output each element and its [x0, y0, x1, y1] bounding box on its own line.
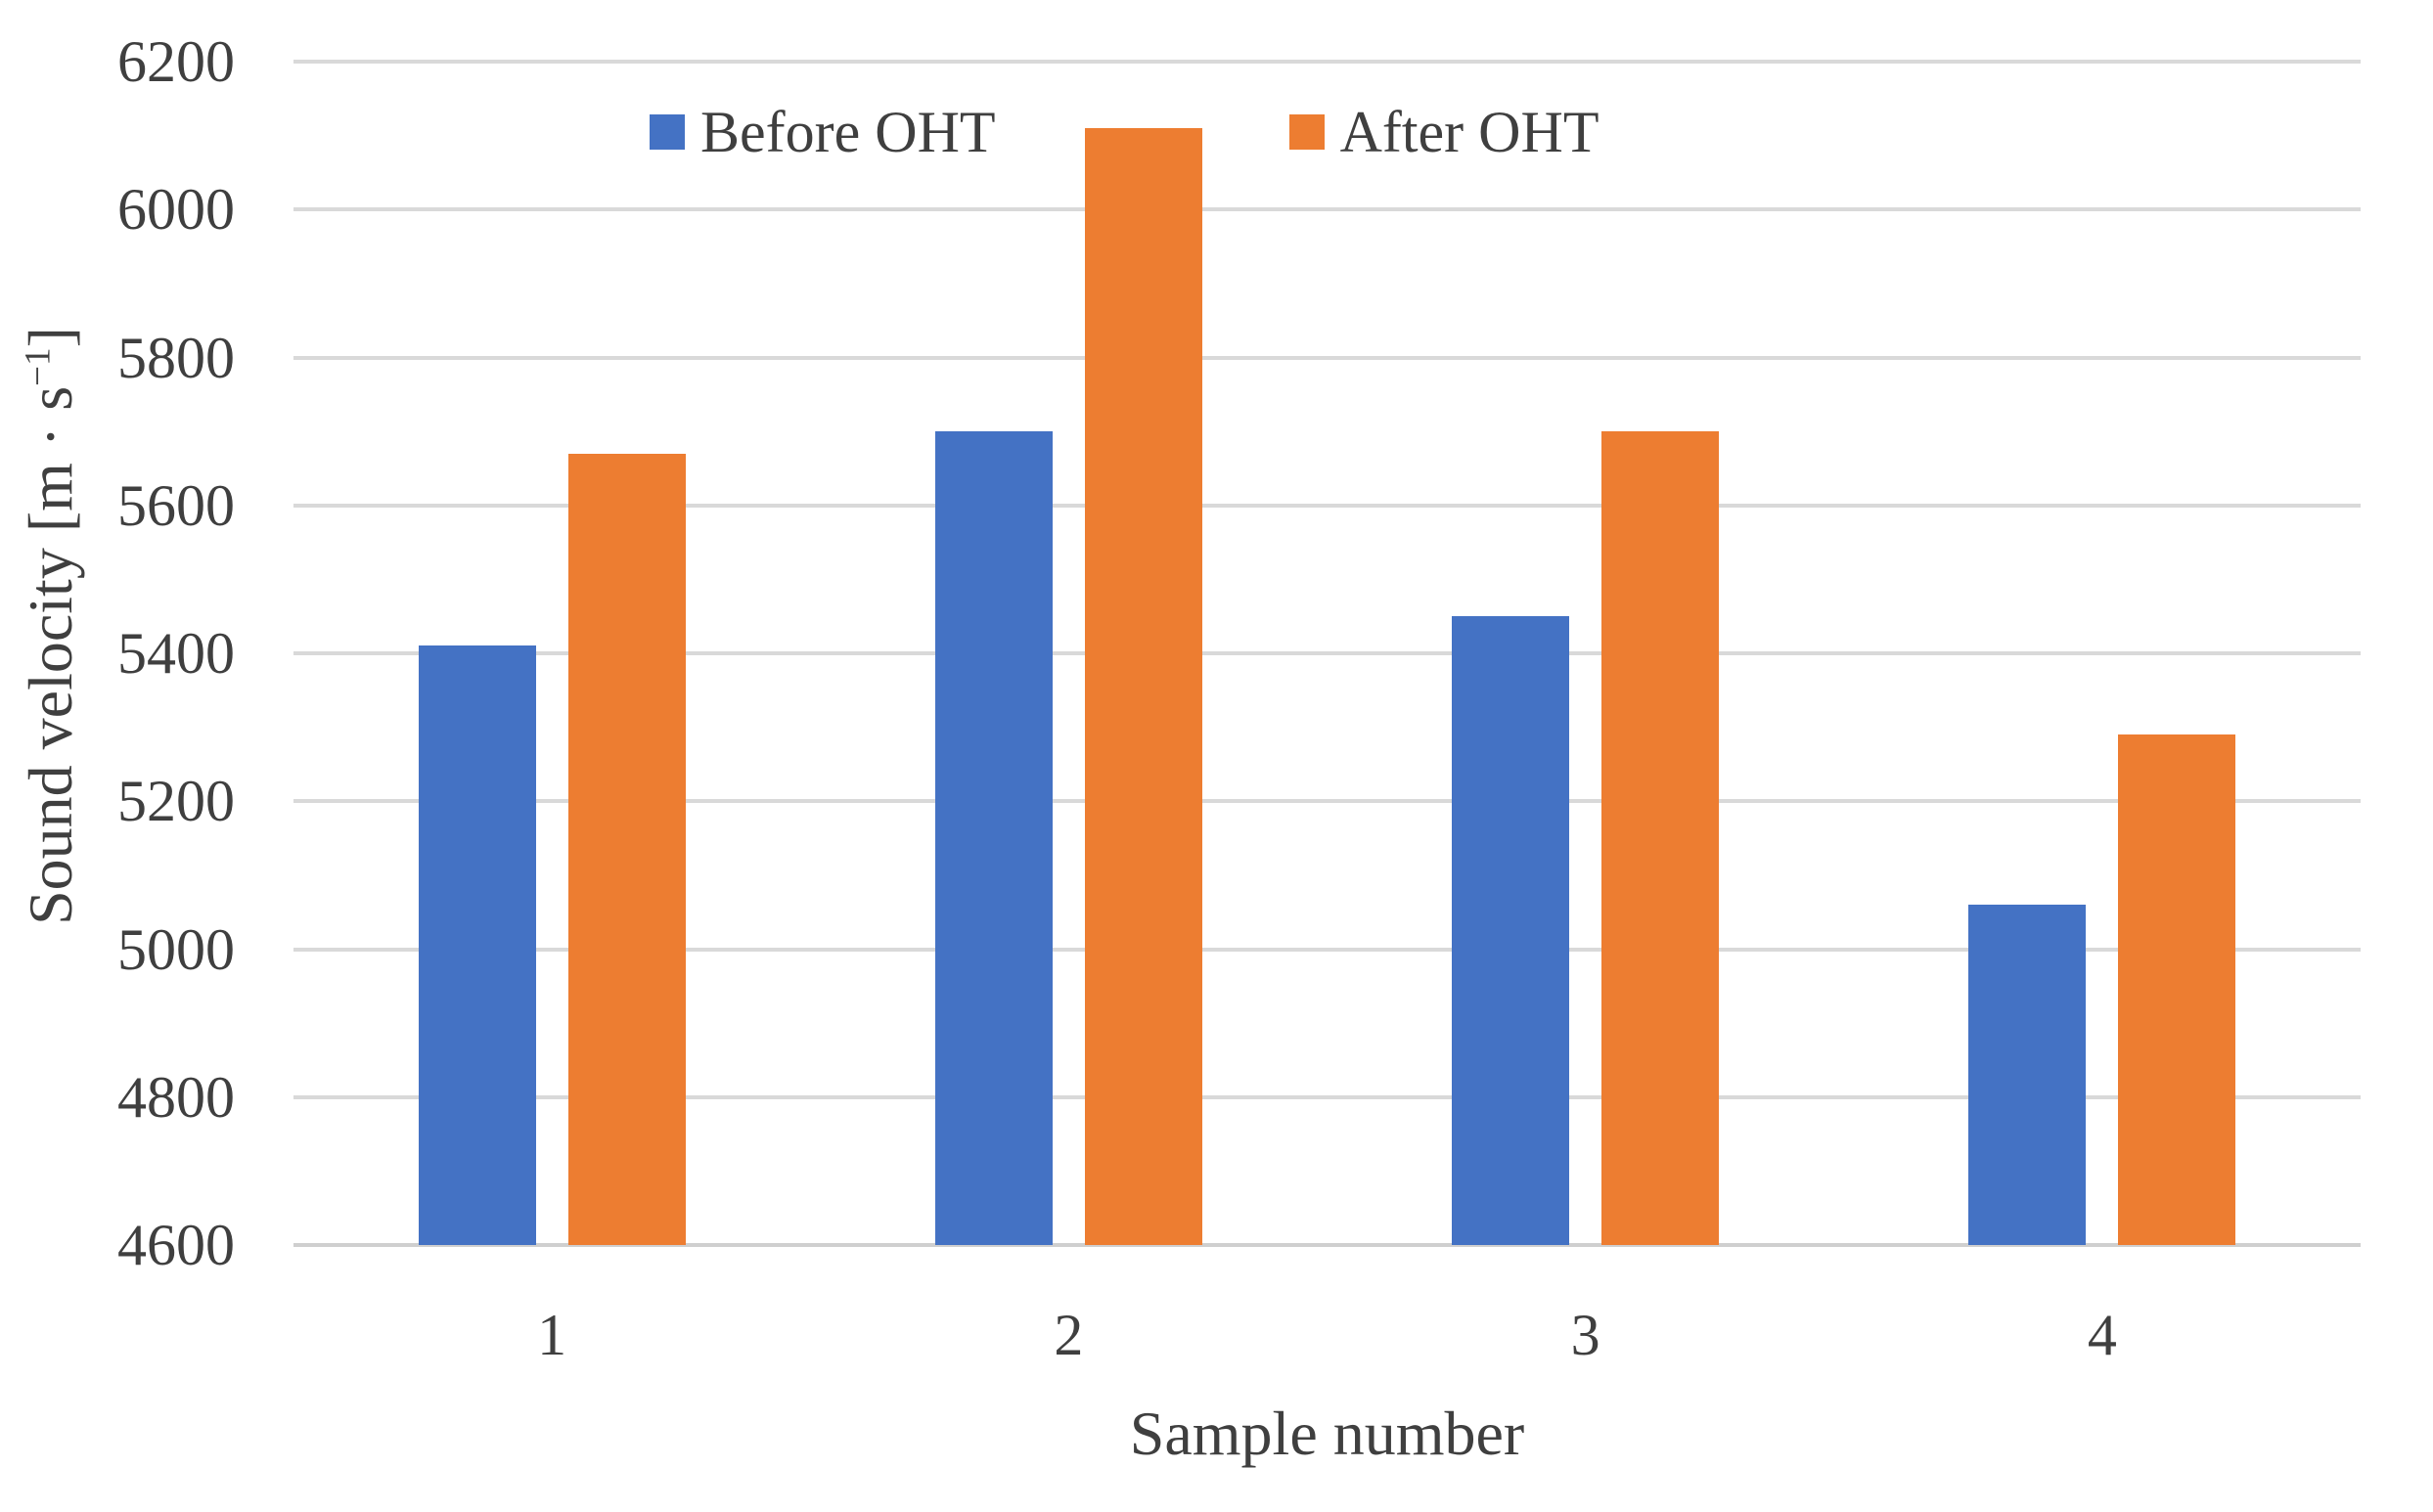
bar-groups	[293, 62, 2361, 1245]
gridline-6000	[293, 207, 2361, 212]
legend-label-after-oht: After OHT	[1339, 100, 1599, 164]
y-tick-label-5000: 5000	[117, 916, 235, 982]
gridline-4800	[293, 1094, 2361, 1099]
y-tick-label-6200: 6200	[117, 29, 235, 94]
gridline-5200	[293, 799, 2361, 804]
x-tick-label-4: 4	[2087, 1303, 2117, 1367]
bar-before-oht-sample-1	[418, 645, 536, 1245]
legend: Before OHT After OHT	[650, 103, 1599, 161]
x-axis-title: Sample number	[1129, 1399, 1525, 1468]
gridline-4600	[293, 1243, 2361, 1247]
y-tick-label-5600: 5600	[117, 472, 235, 538]
bar-before-oht-sample-3	[1452, 616, 1570, 1245]
gridline-5400	[293, 651, 2361, 655]
bar-after-oht-sample-2	[1084, 128, 1202, 1245]
plot-area: Before OHT After OHT	[293, 60, 2361, 1247]
x-tick-label-3: 3	[1570, 1303, 1600, 1367]
y-tick-label-4800: 4800	[117, 1064, 235, 1130]
bar-after-oht-sample-1	[567, 453, 686, 1245]
bar-group-sample-1	[293, 62, 810, 1245]
gridline-5600	[293, 503, 2361, 508]
bar-group-sample-3	[1328, 62, 1844, 1245]
legend-item-before-oht: Before OHT	[650, 103, 996, 161]
bar-after-oht-sample-4	[2118, 734, 2236, 1245]
y-tick-label-6000: 6000	[117, 177, 235, 243]
gridline-5000	[293, 947, 2361, 952]
y-tick-label-5800: 5800	[117, 325, 235, 390]
x-tick-label-2: 2	[1054, 1303, 1084, 1367]
y-tick-label-5400: 5400	[117, 621, 235, 686]
gridlines	[293, 60, 2361, 1247]
x-tick-labels: 1 2 3 4	[293, 1306, 2361, 1364]
y-tick-label-5200: 5200	[117, 769, 235, 834]
bar-group-sample-4	[1844, 62, 2361, 1245]
y-tick-label-4600: 4600	[117, 1213, 235, 1277]
legend-item-after-oht: After OHT	[1288, 100, 1599, 164]
gridline-6200	[293, 60, 2361, 64]
bar-group-sample-2	[810, 62, 1327, 1245]
bar-before-oht-sample-4	[1968, 905, 2087, 1245]
legend-label-before-oht: Before OHT	[700, 100, 996, 164]
x-tick-label-1: 1	[537, 1303, 567, 1367]
bar-after-oht-sample-3	[1601, 431, 1720, 1245]
y-tick-labels: 4600 4800 5000 5200 5400 5600 5800 6000 6200	[0, 32, 235, 1274]
gridline-5800	[293, 355, 2361, 360]
legend-swatch-after-oht	[1288, 114, 1325, 150]
legend-swatch-before-oht	[650, 114, 685, 150]
bar-before-oht-sample-2	[934, 431, 1053, 1245]
